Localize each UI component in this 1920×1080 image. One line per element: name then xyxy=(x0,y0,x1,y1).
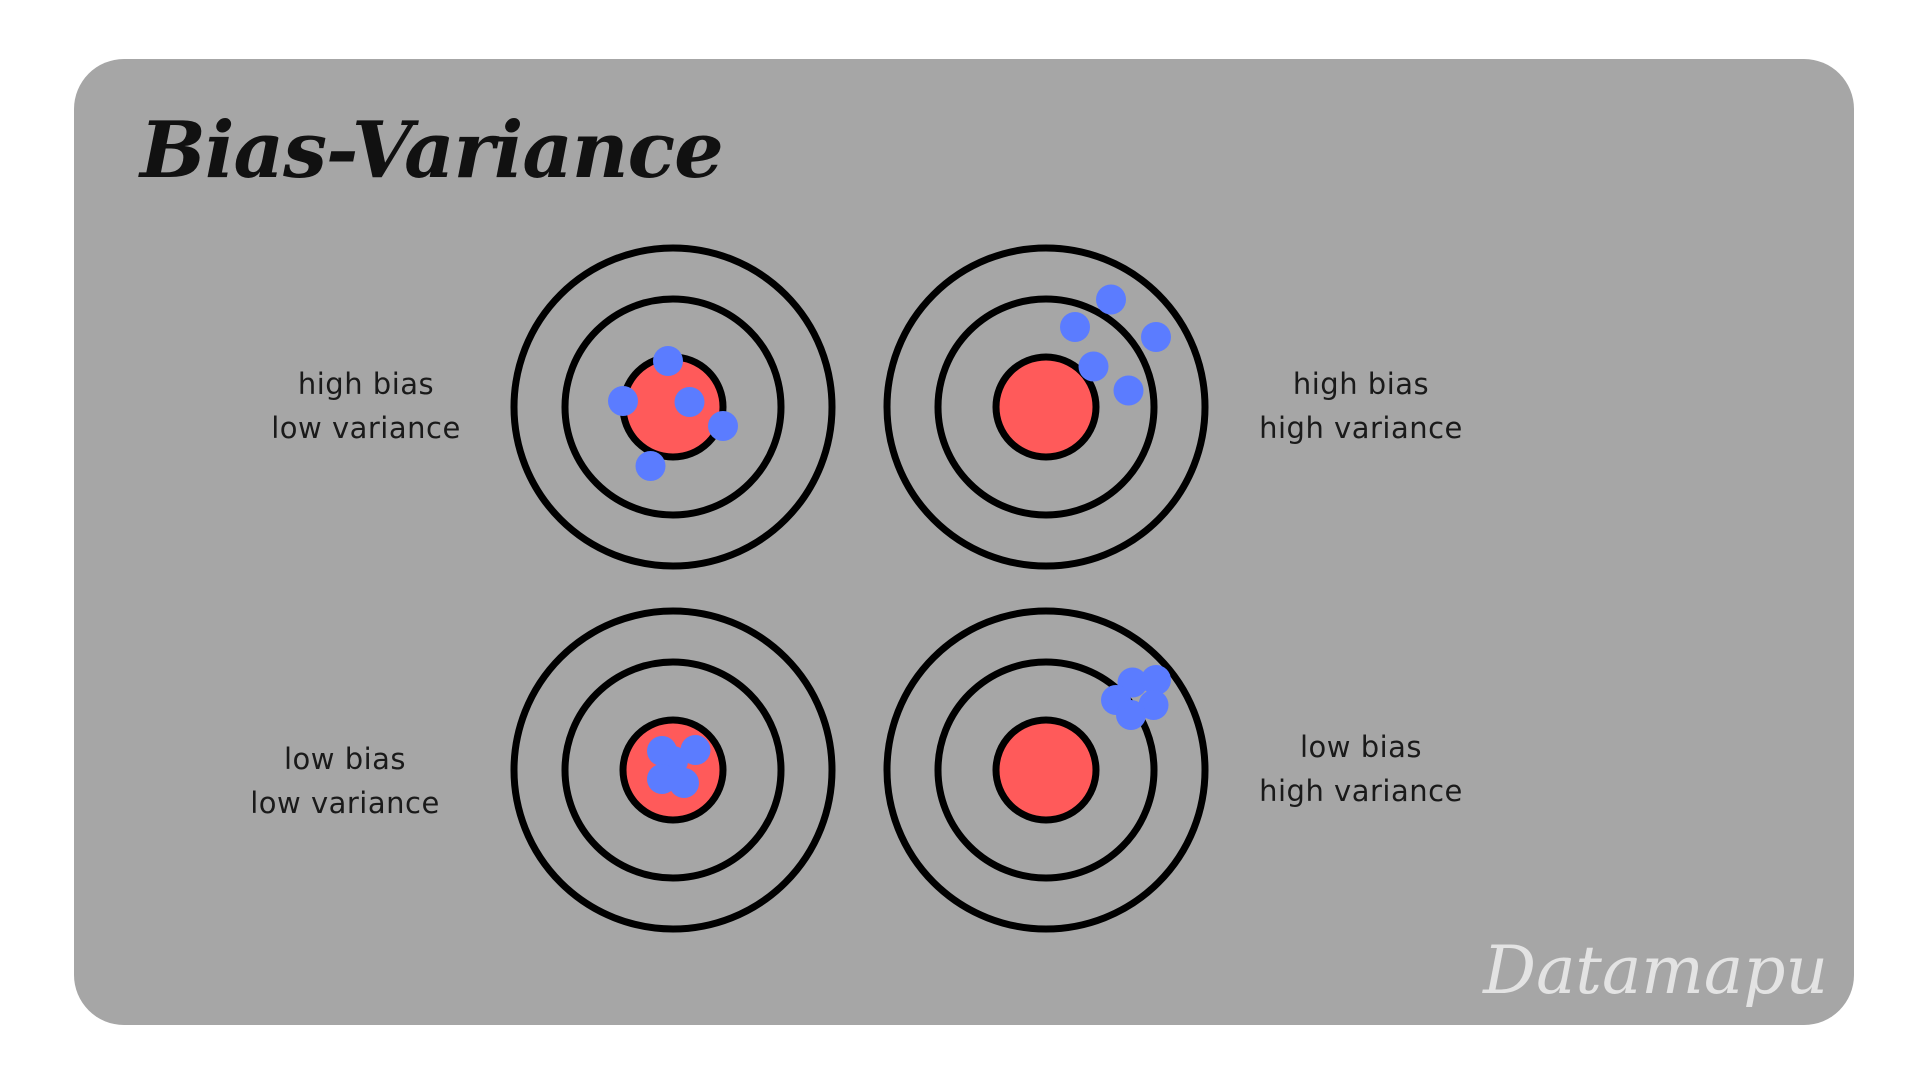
panel-label-bottom-right: low bias high variance xyxy=(1211,725,1511,813)
outer-ring xyxy=(510,607,836,933)
shot-dot xyxy=(1078,351,1109,382)
target-top-right xyxy=(883,244,1209,570)
panel-label-line: low bias xyxy=(283,742,407,776)
diagram-title: Bias-Variance xyxy=(140,105,724,196)
outer-ring xyxy=(883,607,1209,933)
shot-dot xyxy=(1113,375,1144,406)
panel-label-line: low variance xyxy=(250,786,440,820)
panel-label-top-left: high bias low variance xyxy=(216,362,516,450)
shot-dot xyxy=(1096,284,1126,315)
target-bottom-right xyxy=(883,607,1209,933)
panel-label-top-right: high bias high variance xyxy=(1211,362,1511,450)
shot-dot xyxy=(1116,700,1146,730)
middle-ring xyxy=(561,658,785,882)
panel-label-line: high bias xyxy=(1292,367,1430,401)
panel-label-bottom-left: low bias low variance xyxy=(195,737,495,825)
panel-label-line: low variance xyxy=(271,411,461,445)
middle-ring xyxy=(561,295,785,519)
outer-ring xyxy=(510,244,836,570)
shot-dot xyxy=(1141,322,1171,352)
shot-dot xyxy=(608,386,638,416)
shot-dot xyxy=(653,346,683,376)
shot-dot xyxy=(635,451,666,481)
target-bottom-left xyxy=(510,607,836,933)
bullseye xyxy=(992,716,1100,824)
shot-dot xyxy=(680,735,711,765)
shot-dot xyxy=(669,768,699,798)
panel-label-line: high variance xyxy=(1259,411,1463,445)
shot-dot xyxy=(674,387,705,417)
bullseye xyxy=(992,353,1100,461)
panel-label-line: high variance xyxy=(1259,774,1463,808)
shot-dot xyxy=(708,411,738,441)
shot-dot xyxy=(1141,665,1171,695)
target-top-left xyxy=(510,244,836,570)
shot-dot xyxy=(1138,690,1169,720)
outer-ring xyxy=(883,244,1209,570)
watermark-logo: Datamapu xyxy=(1483,932,1828,1009)
middle-ring xyxy=(934,295,1158,519)
middle-ring xyxy=(934,658,1158,882)
panel-label-line: high bias xyxy=(297,367,435,401)
panel-label-line: low bias xyxy=(1299,730,1423,764)
shot-dot xyxy=(1060,312,1090,342)
